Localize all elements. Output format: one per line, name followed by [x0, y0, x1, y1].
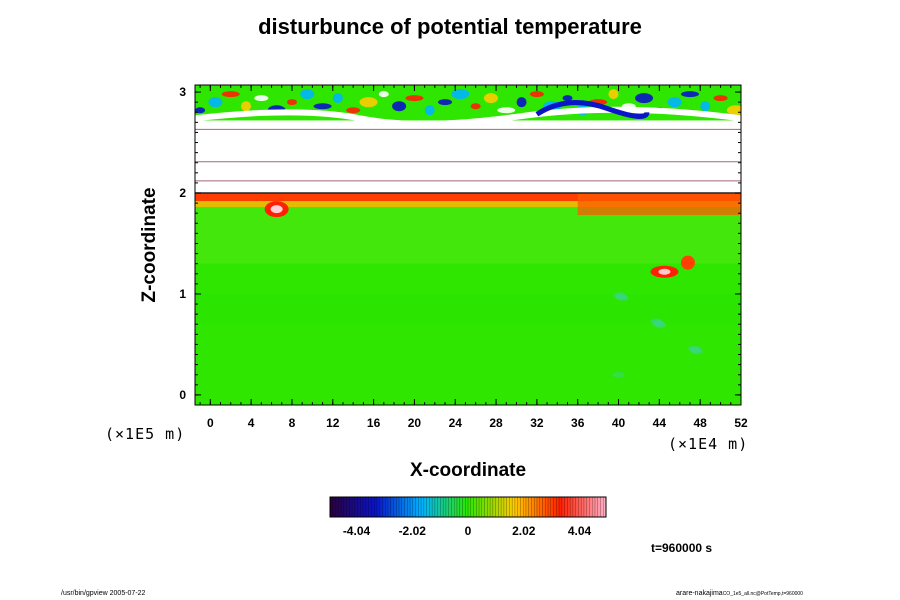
field-turbulence-cell: [680, 91, 699, 98]
field-turbulence-cell: [254, 95, 269, 102]
field-warm-blob-core: [270, 205, 283, 214]
x-tick-label: 20: [408, 416, 422, 430]
field-turbulence-cell: [378, 91, 389, 98]
x-tick-label: 28: [489, 416, 503, 430]
field-turbulence-cell: [359, 97, 378, 108]
x-tick-label: 32: [530, 416, 544, 430]
field-turbulence-cell: [405, 95, 424, 102]
y-tick-label: 0: [179, 388, 186, 402]
field-boundary-band: [195, 193, 741, 202]
field-turbulence-cell: [497, 107, 516, 114]
field-turbulence-edge: [195, 106, 741, 127]
field-turbulence-cell: [562, 95, 573, 102]
field-cool-patch: [654, 322, 667, 329]
field-turbulence-cell: [346, 107, 361, 114]
footer-right-main: arare-nakajima: [676, 590, 723, 597]
field-turbulence-cell: [713, 95, 728, 102]
field-turbulence-cell: [221, 91, 240, 98]
x-tick-label: 24: [449, 416, 463, 430]
y-tick-label: 2: [179, 186, 186, 200]
field-turbulence-cell: [332, 93, 343, 104]
field-cool-patch: [612, 371, 625, 378]
field-turbulence-cell: [438, 99, 453, 106]
x-tick-label: 4: [248, 416, 255, 430]
field-turbulence-cell: [392, 101, 407, 112]
field-undefined-band: [195, 120, 741, 194]
field-turbulence-cell: [195, 107, 206, 114]
chart-title: disturbunce of potential temperature: [258, 14, 642, 39]
field-turbulence-cell: [726, 105, 741, 116]
footer-right: arare-nakajimaCO_1e5_all.nc@PotTemp,t=96…: [676, 590, 803, 597]
field-turbulence-cell: [300, 89, 315, 100]
x-tick-label: 48: [693, 416, 707, 430]
plot-frame: [194, 84, 742, 406]
x-tick-label: 12: [326, 416, 340, 430]
x-axis-label: X-coordinate: [409, 460, 527, 481]
field-turbulence-cell: [516, 97, 527, 108]
x-tick-label: 40: [612, 416, 626, 430]
field-turbulence-cell: [529, 91, 544, 98]
y-tick-label: 3: [179, 85, 186, 99]
field-warm-blob: [680, 255, 695, 270]
colorbar: -4.04 -2.02 0 2.02 4.04: [329, 496, 607, 538]
heatmap-field: [195, 85, 741, 405]
colorbar-tick-label: 4.04: [568, 524, 592, 538]
x-tick-label: 16: [367, 416, 381, 430]
field-turbulence-cell: [313, 103, 332, 110]
footer-right-small: CO_1e5_all.nc@PotTemp,t=960000: [722, 591, 803, 597]
colorbar-tick-label: 2.02: [512, 524, 536, 538]
x-tick-label: 44: [653, 416, 667, 430]
x-tick-label: 0: [207, 416, 214, 430]
x-scale-note: (×1E4 m): [668, 435, 749, 453]
field-turbulence-cell: [208, 97, 223, 108]
colorbar-tick-label: -4.04: [343, 524, 371, 538]
field-turbulence-cell: [286, 99, 297, 106]
footer-left: /usr/bin/gpview 2005-07-22: [61, 590, 146, 597]
field-turbulence-edge: [535, 100, 650, 119]
colorbar-tick-label: 0: [465, 524, 472, 538]
field-boundary-band: [195, 201, 741, 208]
colorbar-tick-label: -2.02: [399, 524, 427, 538]
time-label: t=960000 s: [651, 541, 713, 555]
field-turbulence-cell: [667, 97, 682, 108]
field-cool-patch: [691, 348, 704, 355]
field-turbulence-cell: [635, 93, 654, 104]
field-turbulence-cell: [700, 101, 711, 112]
field-turbulence-cell: [424, 105, 435, 116]
field-turbulence-cell: [608, 89, 619, 100]
field-turbulence-cell: [241, 101, 252, 112]
field-turbulence-cell: [470, 103, 481, 110]
field-turbulence-cell: [451, 89, 470, 100]
field-boundary-band: [577, 193, 741, 216]
x-tick-label: 36: [571, 416, 585, 430]
field-warm-blob-core: [658, 268, 671, 275]
field-turbulence-cell: [483, 93, 498, 104]
colorbar-frame: [329, 496, 607, 518]
field-cool-shade: [195, 293, 741, 325]
y-tick-label: 1: [179, 287, 186, 301]
x-tick-label: 8: [289, 416, 296, 430]
field-cool-patch: [616, 294, 629, 301]
y-scale-note: (×1E5 m): [105, 425, 186, 443]
x-tick-label: 52: [734, 416, 748, 430]
